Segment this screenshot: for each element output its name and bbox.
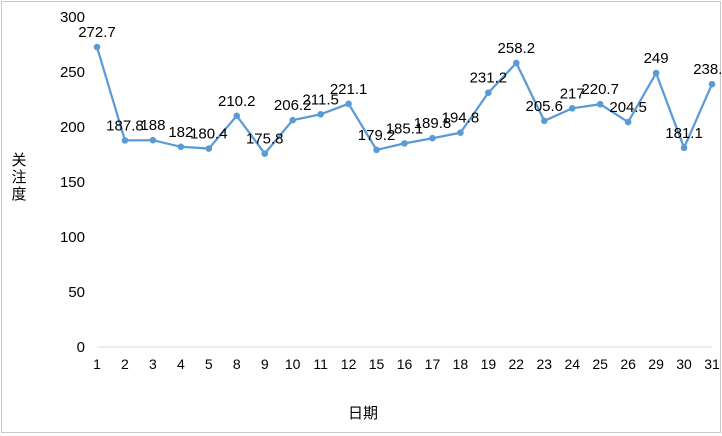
svg-text:8: 8 (233, 356, 241, 372)
svg-text:150: 150 (60, 174, 85, 191)
svg-text:250: 250 (60, 64, 85, 81)
svg-text:221.1: 221.1 (330, 81, 368, 98)
svg-text:0: 0 (77, 339, 85, 356)
svg-text:187.8: 187.8 (106, 117, 144, 134)
svg-text:16: 16 (397, 356, 413, 372)
svg-text:258.2: 258.2 (498, 40, 536, 57)
svg-text:210.2: 210.2 (218, 93, 256, 110)
svg-text:50: 50 (68, 284, 85, 301)
svg-text:272.7: 272.7 (78, 24, 116, 41)
svg-text:1: 1 (93, 356, 101, 372)
svg-text:204.5: 204.5 (609, 99, 647, 116)
svg-text:194.8: 194.8 (442, 110, 480, 127)
svg-text:18: 18 (453, 356, 469, 372)
svg-text:180.4: 180.4 (190, 126, 228, 143)
svg-text:12: 12 (341, 356, 357, 372)
svg-text:26: 26 (620, 356, 636, 372)
svg-text:205.6: 205.6 (525, 98, 563, 115)
svg-text:22: 22 (509, 356, 525, 372)
svg-text:24: 24 (564, 356, 580, 372)
svg-text:231.2: 231.2 (470, 70, 508, 87)
svg-text:23: 23 (536, 356, 552, 372)
svg-text:17: 17 (425, 356, 441, 372)
svg-text:200: 200 (60, 119, 85, 136)
svg-text:238.9: 238.9 (693, 61, 722, 78)
svg-text:30: 30 (676, 356, 692, 372)
svg-text:10: 10 (285, 356, 301, 372)
svg-text:5: 5 (205, 356, 213, 372)
svg-text:188: 188 (140, 117, 165, 134)
svg-text:175.8: 175.8 (246, 131, 284, 148)
svg-text:9: 9 (261, 356, 269, 372)
svg-text:19: 19 (481, 356, 497, 372)
svg-text:11: 11 (313, 356, 328, 372)
svg-text:25: 25 (592, 356, 608, 372)
svg-text:29: 29 (648, 356, 664, 372)
svg-text:31: 31 (704, 356, 720, 372)
svg-text:181.1: 181.1 (665, 125, 703, 142)
svg-text:100: 100 (60, 229, 85, 246)
svg-text:15: 15 (369, 356, 385, 372)
svg-text:2: 2 (121, 356, 129, 372)
svg-text:3: 3 (149, 356, 157, 372)
svg-text:249: 249 (644, 50, 669, 67)
svg-text:4: 4 (177, 356, 185, 372)
svg-text:220.7: 220.7 (581, 81, 619, 98)
